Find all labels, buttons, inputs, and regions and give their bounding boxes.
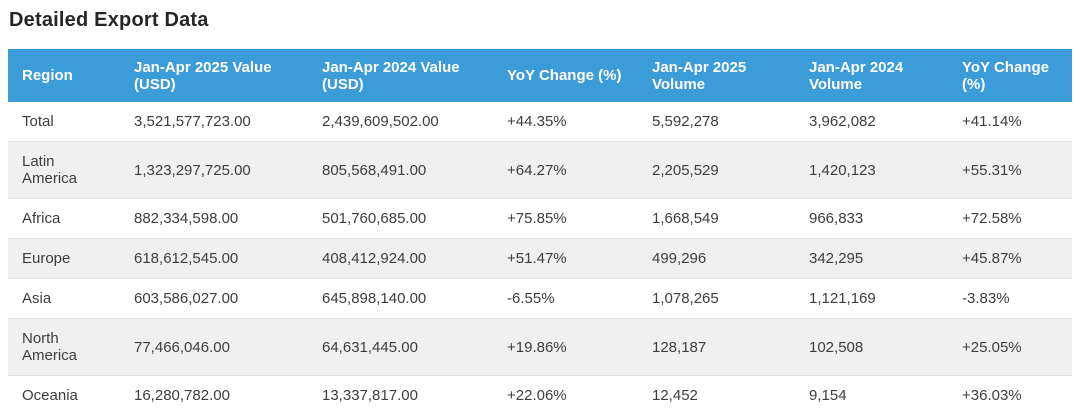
- page-title: Detailed Export Data: [9, 9, 209, 31]
- value-2025-cell: 1,323,297,725.00: [134, 161, 251, 179]
- volume-2025-cell: 499,296: [652, 250, 707, 267]
- column-header: Jan-Apr 2024 Value (USD): [308, 49, 493, 102]
- region-cell: Africa: [22, 210, 61, 227]
- region-cell: Total: [22, 113, 54, 130]
- yoy-value-cell: +19.86%: [507, 338, 567, 356]
- region-cell: Asia: [22, 290, 52, 307]
- table-row: Oceania 16,280,782.00 13,337,817.00 +22.06%…: [8, 375, 1072, 408]
- table-row: Total 3,521,577,723.00 2,439,609,502.00 +44…: [8, 102, 1072, 142]
- column-header: Jan-Apr 2025 Volume: [638, 49, 795, 102]
- export-data-table: Region Jan-Apr 2025 Value (USD) Jan-Apr 20…: [8, 49, 1072, 408]
- value-2024-cell: 645,898,140.00: [322, 290, 427, 307]
- yoy-volume-cell: +72.58%: [962, 210, 1022, 227]
- volume-2024-cell: 9,154: [809, 387, 847, 404]
- volume-2025-cell: 5,592,278: [652, 113, 719, 130]
- value-2025-cell: 618,612,545.00: [134, 250, 239, 267]
- yoy-value-cell: -6.55%: [507, 290, 555, 307]
- yoy-volume-cell: -3.83%: [962, 290, 1010, 307]
- region-cell: Latin America: [22, 153, 78, 187]
- value-2025-cell: 16,280,782.00: [134, 387, 230, 404]
- table-header-row: Region Jan-Apr 2025 Value (USD) Jan-Apr 20…: [8, 49, 1072, 102]
- yoy-volume-cell: +25.05%: [962, 338, 1022, 356]
- volume-2024-cell: 3,962,082: [809, 113, 876, 130]
- value-2024-cell: 408,412,924.00: [322, 250, 427, 267]
- column-header: Region: [8, 49, 120, 102]
- table-row: North America 77,466,046.00 64,631,445.00 +…: [8, 318, 1072, 376]
- value-2024-cell: 805,568,491.00: [322, 161, 427, 179]
- value-2024-cell: 13,337,817.00: [322, 387, 418, 404]
- table-head: Region Jan-Apr 2025 Value (USD) Jan-Apr 20…: [8, 49, 1072, 102]
- column-header: YoY Change (%): [948, 49, 1072, 102]
- region-cell: North America: [22, 330, 78, 364]
- volume-2024-cell: 1,420,123: [809, 161, 876, 179]
- column-header: YoY Change (%): [493, 49, 638, 102]
- yoy-value-cell: +64.27%: [507, 161, 567, 179]
- value-2025-cell: 882,334,598.00: [134, 210, 239, 227]
- value-2025-cell: 3,521,577,723.00: [134, 113, 251, 130]
- yoy-value-cell: +22.06%: [507, 387, 567, 404]
- yoy-volume-cell: +55.31%: [962, 161, 1022, 179]
- yoy-value-cell: +51.47%: [507, 250, 567, 267]
- table-row: Asia 603,586,027.00 645,898,140.00 -6.55% 1,…: [8, 278, 1072, 319]
- yoy-volume-cell: +45.87%: [962, 250, 1022, 267]
- column-header: Jan-Apr 2025 Value (USD): [120, 49, 308, 102]
- value-2024-cell: 64,631,445.00: [322, 338, 418, 356]
- region-cell: Europe: [22, 250, 71, 267]
- volume-2024-cell: 1,121,169: [809, 290, 876, 307]
- table-body: Total 3,521,577,723.00 2,439,609,502.00 +44…: [8, 102, 1072, 408]
- yoy-volume-cell: +41.14%: [962, 113, 1022, 130]
- value-2024-cell: 2,439,609,502.00: [322, 113, 439, 130]
- volume-2025-cell: 1,668,549: [652, 210, 719, 227]
- value-2024-cell: 501,760,685.00: [322, 210, 427, 227]
- table-row: Latin America 1,323,297,725.00 805,568,491…: [8, 141, 1072, 199]
- volume-2024-cell: 102,508: [809, 338, 864, 356]
- yoy-volume-cell: +36.03%: [962, 387, 1022, 404]
- value-2025-cell: 603,586,027.00: [134, 290, 239, 307]
- volume-2025-cell: 2,205,529: [652, 161, 719, 179]
- column-header: Jan-Apr 2024 Volume: [795, 49, 948, 102]
- region-cell: Oceania: [22, 387, 78, 404]
- value-2025-cell: 77,466,046.00: [134, 338, 230, 356]
- volume-2025-cell: 128,187: [652, 338, 707, 356]
- yoy-value-cell: +75.85%: [507, 210, 567, 227]
- yoy-value-cell: +44.35%: [507, 113, 567, 130]
- volume-2024-cell: 342,295: [809, 250, 864, 267]
- volume-2025-cell: 12,452: [652, 387, 698, 404]
- volume-2025-cell: 1,078,265: [652, 290, 719, 307]
- table-row: Africa 882,334,598.00 501,760,685.00 +75.85…: [8, 198, 1072, 239]
- volume-2024-cell: 966,833: [809, 210, 864, 227]
- table-row: Europe 618,612,545.00 408,412,924.00 +51.47…: [8, 238, 1072, 279]
